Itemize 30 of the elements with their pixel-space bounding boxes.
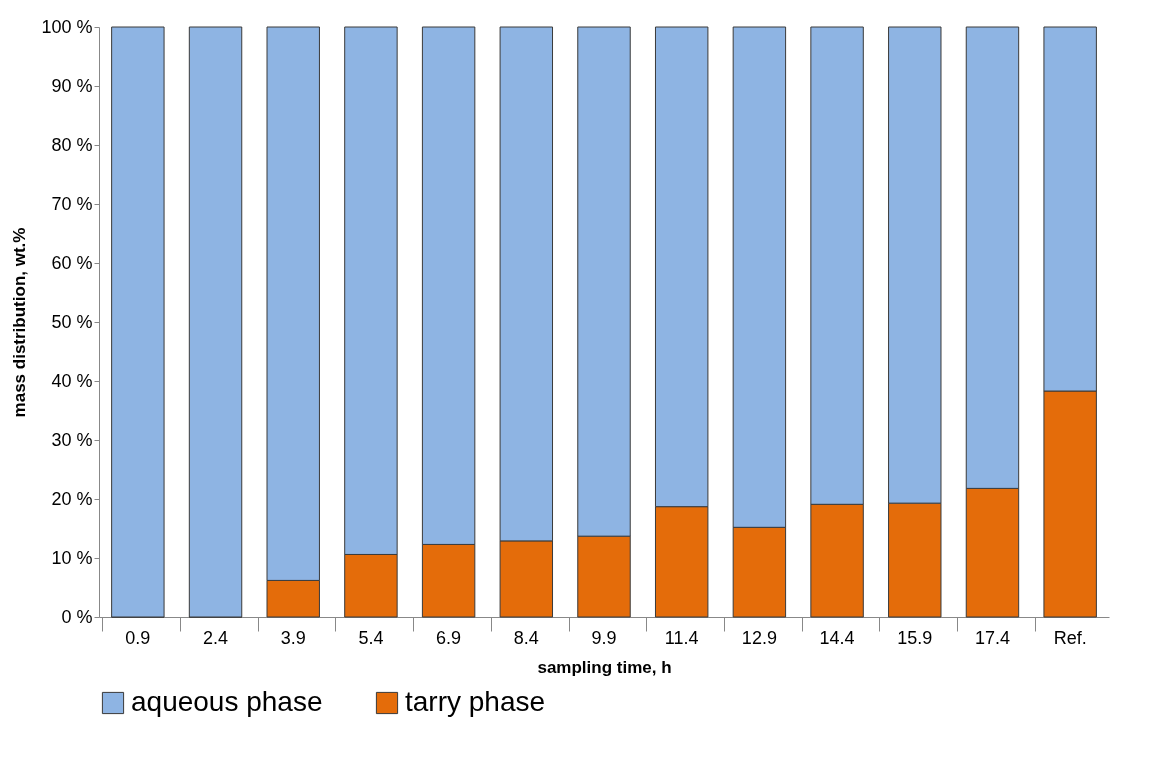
y-tick-label: 0 % <box>61 606 93 627</box>
y-tick-label: 10 % <box>51 547 93 568</box>
x-tick-label: 14.4 <box>819 627 855 648</box>
legend-label: aqueous phase <box>131 686 323 717</box>
x-tick-label: 6.9 <box>436 627 462 648</box>
y-tick-label: 20 % <box>51 488 93 509</box>
y-tick-label: 30 % <box>51 429 93 450</box>
x-tick-label: 8.4 <box>513 627 539 648</box>
x-tick-label: 12.9 <box>741 627 777 648</box>
x-tick-label: 5.4 <box>358 627 384 648</box>
x-tick-label: 0.9 <box>125 627 151 648</box>
x-tick-label: 11.4 <box>664 627 699 648</box>
x-tick-label: 2.4 <box>203 627 229 648</box>
x-tick-label: 9.9 <box>591 627 617 648</box>
y-tick-label: 90 % <box>51 75 93 96</box>
x-axis-title: sampling time, h <box>537 657 672 677</box>
y-tick-label: 40 % <box>51 370 93 391</box>
x-tick-label: 17.4 <box>974 627 1010 648</box>
y-axis-title: mass distribution, wt.% <box>10 227 30 418</box>
bar <box>188 26 243 618</box>
legend-label: tarry phase <box>405 686 546 717</box>
x-tick-label: Ref. <box>1053 627 1087 648</box>
y-tick-label: 70 % <box>51 193 93 214</box>
y-tick-label: 60 % <box>51 252 93 273</box>
y-tick-label: 80 % <box>51 134 93 155</box>
bar <box>111 26 165 618</box>
y-tick-label: 50 % <box>51 311 93 332</box>
x-tick-label: 3.9 <box>280 627 306 648</box>
y-tick-label: 100 % <box>41 16 93 37</box>
x-tick-label: 15.9 <box>897 627 933 648</box>
